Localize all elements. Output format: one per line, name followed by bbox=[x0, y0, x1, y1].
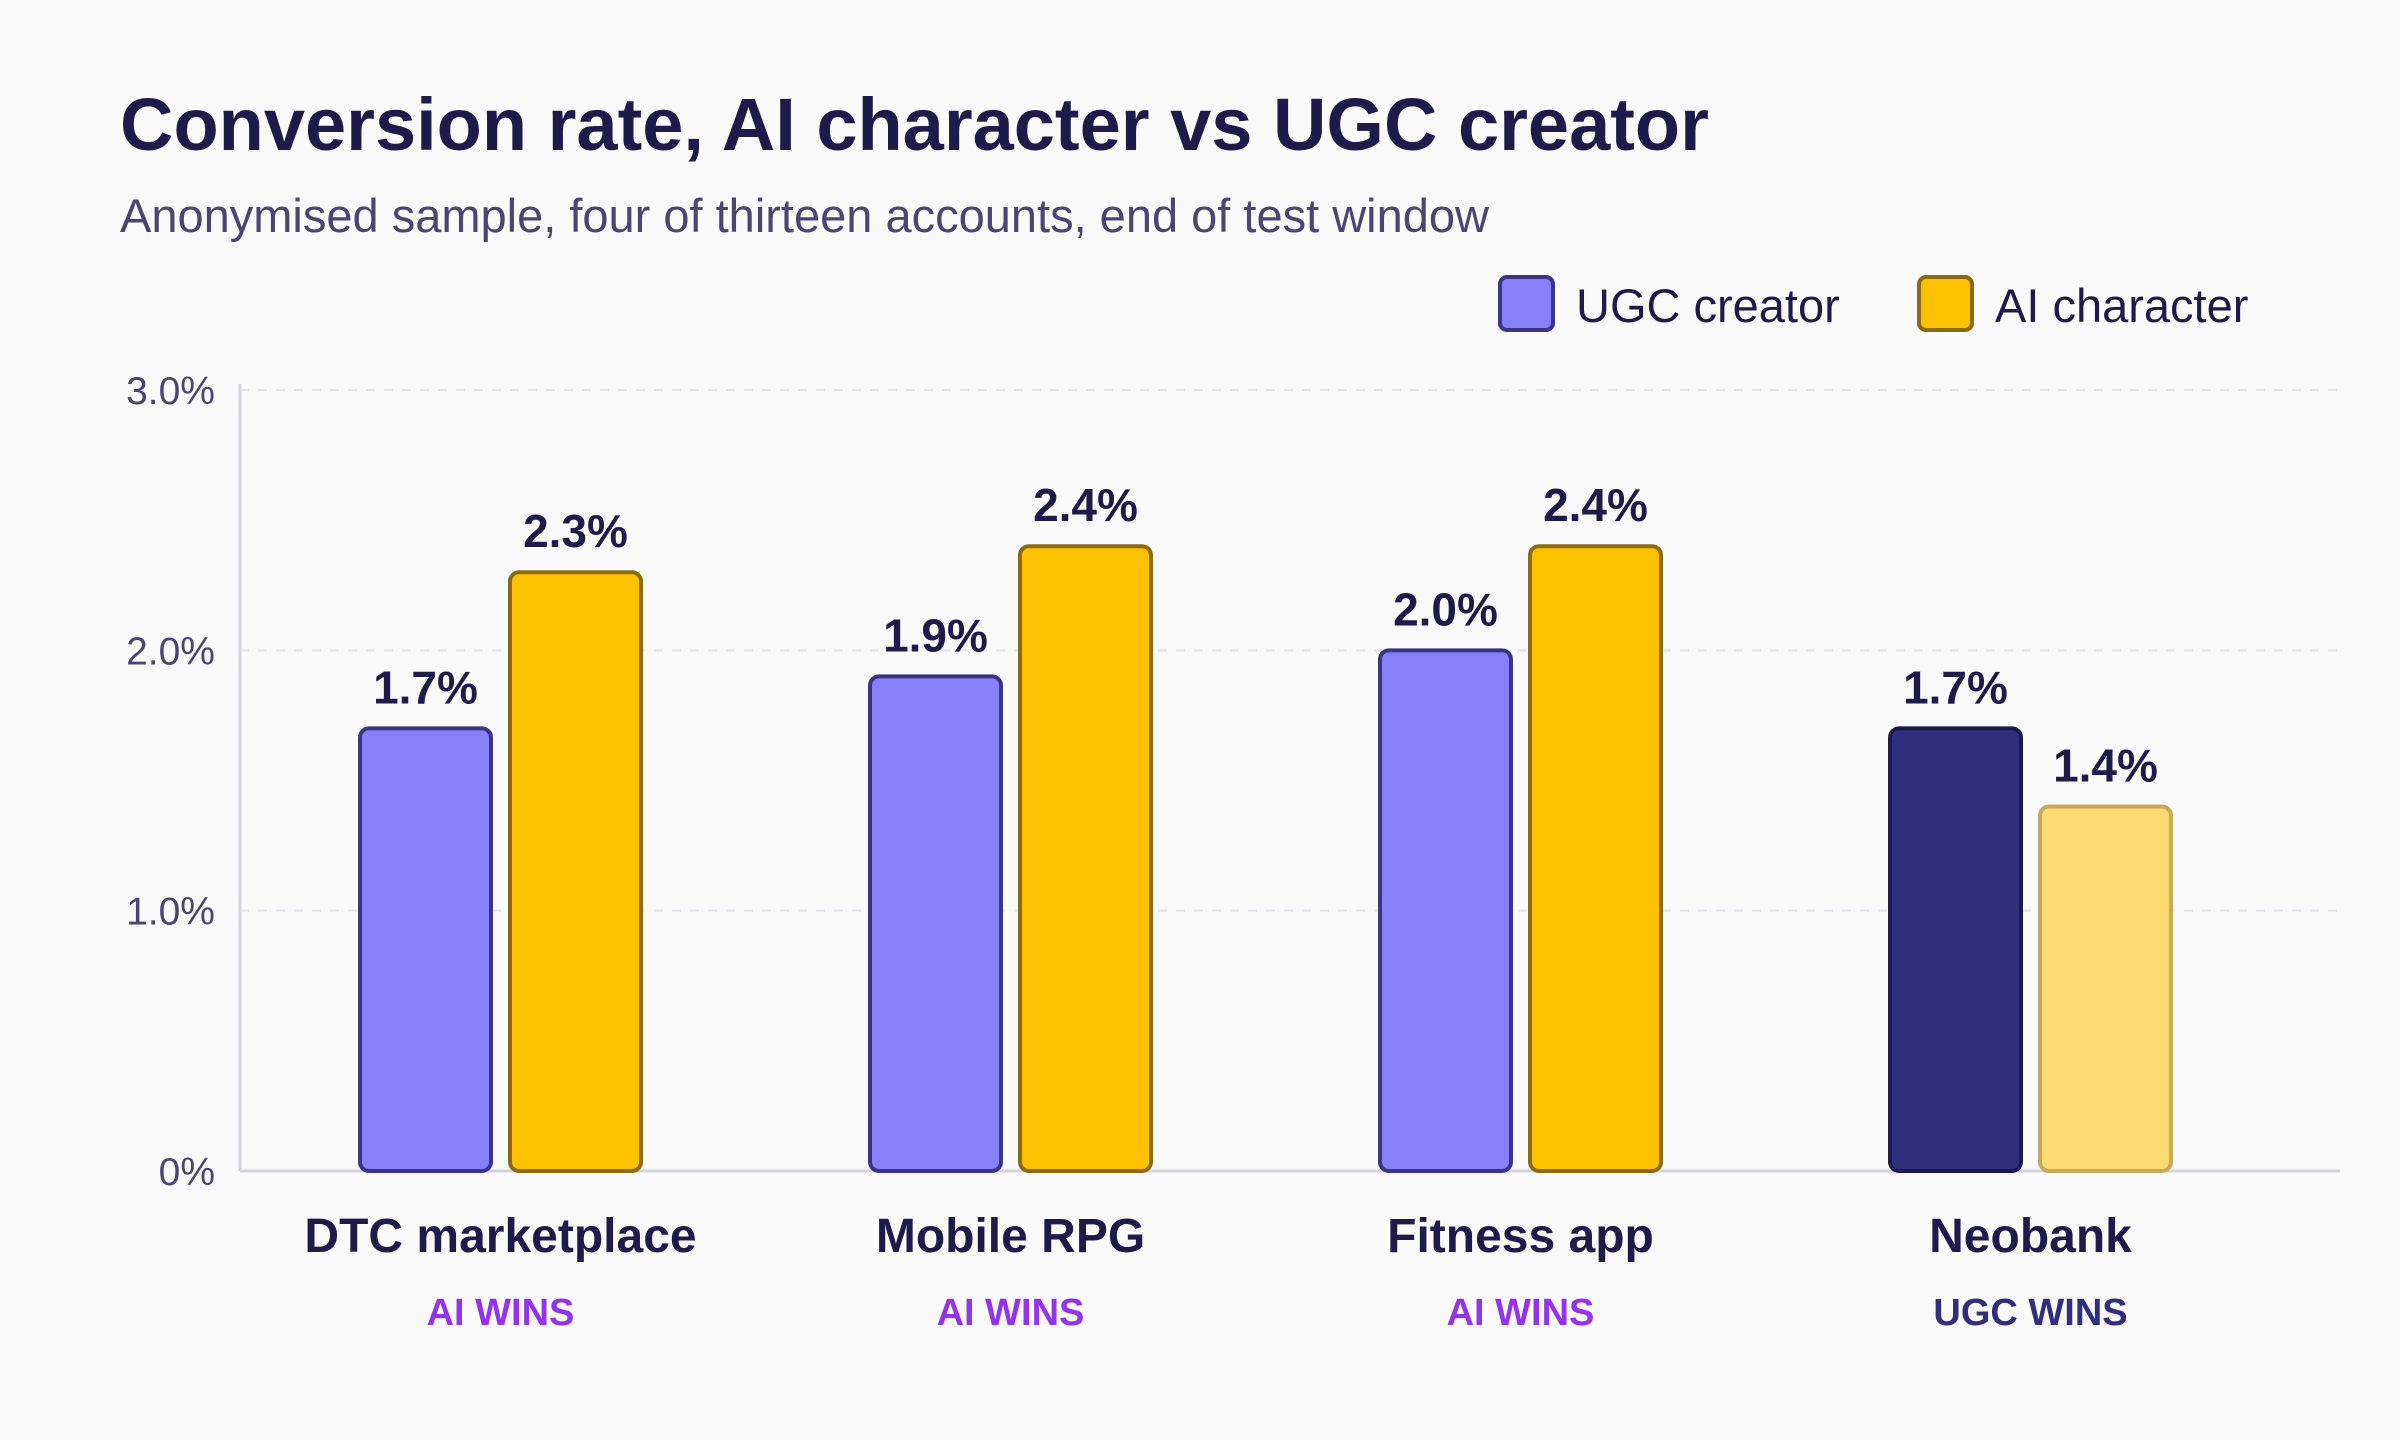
bar-value-label: 2.4% bbox=[1543, 479, 1648, 531]
bar-ugc-creator bbox=[868, 674, 1003, 1173]
bar-ai-character bbox=[2038, 804, 2173, 1173]
bar-ugc-creator bbox=[1378, 648, 1513, 1173]
bar-value-label: 1.4% bbox=[2053, 740, 2158, 792]
y-tick-label: 2.0% bbox=[126, 630, 215, 673]
legend-swatch-ugc bbox=[1498, 275, 1555, 332]
y-axis-ticks: 0% 1.0% 2.0% 3.0% bbox=[126, 370, 215, 1194]
legend-label-ai: AI character bbox=[1995, 279, 2248, 332]
x-axis-categories: DTC marketplace AI WINS Mobile RPG AI WINS F… bbox=[304, 1210, 2132, 1334]
x-category-label: Fitness app bbox=[1387, 1210, 1654, 1263]
bar-value-label: 2.4% bbox=[1033, 479, 1138, 531]
y-tick-label: 3.0% bbox=[126, 370, 215, 413]
bar-value-label: 2.0% bbox=[1393, 583, 1498, 635]
bar-value-label: 1.9% bbox=[883, 609, 988, 661]
bar-ai-character bbox=[1018, 544, 1153, 1173]
chart-subtitle: Anonymised sample, four of thirteen acco… bbox=[120, 189, 1490, 242]
x-category-label: DTC marketplace bbox=[304, 1210, 696, 1263]
legend: UGC creator AI character bbox=[1498, 275, 2248, 332]
verdict-label: AI WINS bbox=[937, 1292, 1085, 1334]
bar-value-label: 1.7% bbox=[373, 661, 478, 713]
bar-ai-character bbox=[1528, 544, 1663, 1173]
x-category-label: Neobank bbox=[1929, 1210, 2132, 1263]
bar-value-label: 1.7% bbox=[1903, 661, 2008, 713]
bar-ai-character bbox=[508, 570, 643, 1173]
bar-ugc-creator bbox=[1888, 726, 2023, 1174]
bars: 1.7% 2.3% 1.9% 2.4% 2.0% 2.4% 1.7% 1.4% bbox=[358, 479, 2173, 1174]
x-category-label: Mobile RPG bbox=[876, 1210, 1145, 1263]
chart-title: Conversion rate, AI character vs UGC cre… bbox=[120, 83, 1709, 166]
bar-value-label: 2.3% bbox=[523, 505, 628, 557]
bar-ugc-creator bbox=[358, 726, 493, 1174]
y-tick-label: 1.0% bbox=[126, 891, 215, 934]
legend-label-ugc: UGC creator bbox=[1576, 279, 1840, 332]
y-tick-label: 0% bbox=[159, 1151, 215, 1194]
verdict-label: AI WINS bbox=[427, 1292, 575, 1334]
verdict-label: AI WINS bbox=[1447, 1292, 1595, 1334]
verdict-label: UGC WINS bbox=[1933, 1292, 2127, 1334]
legend-swatch-ai bbox=[1917, 275, 1974, 332]
